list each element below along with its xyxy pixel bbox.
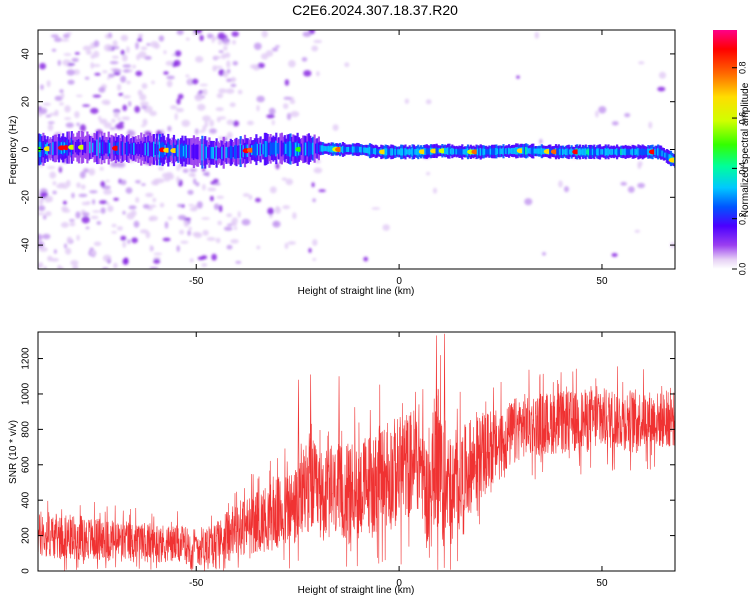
snr-ytick-label: 1200 — [21, 347, 32, 370]
spectrogram-xtick-label: 0 — [396, 276, 402, 287]
spectrogram-ytick-label: 0 — [21, 146, 32, 152]
snr-axes: -50 0 50 0 200 400 600 800 1000 1200 — [21, 332, 675, 589]
colorbar-axes: 0.0 0.2 0.4 0.6 0.8 — [732, 61, 747, 275]
colorbar-tick-label: 0.4 — [737, 162, 747, 175]
spectrogram-xtick-label: 50 — [596, 276, 608, 287]
spectrogram-xtick-label: -50 — [189, 276, 204, 287]
spectrogram-ytick-label: -40 — [21, 237, 32, 252]
spectrogram-xlabel: Height of straight line (km) — [298, 286, 415, 297]
spectrogram-ytick-label: 20 — [21, 96, 32, 108]
spectrogram-ridge — [38, 130, 675, 169]
snr-ylabel: SNR (10 * v/v) — [8, 420, 19, 484]
snr-xtick-label: -50 — [189, 578, 204, 589]
spectrogram-ylabel: Frequency (Hz) — [8, 116, 19, 185]
spectrogram-axes: -50 0 50 -40 -20 0 20 40 — [21, 30, 675, 287]
snr-series-line — [38, 333, 675, 571]
colorbar-label: Normalized spectral amplitude — [740, 82, 750, 217]
colorbar-tick-label: 0.2 — [737, 212, 747, 225]
spectrogram-ytick-label: 40 — [21, 48, 32, 60]
spectrogram-ytick-label: -20 — [21, 190, 32, 205]
snr-chart: -50 0 50 0 200 400 600 800 1000 1200 Height of st… — [8, 331, 676, 596]
colorbar-tick-label: 0.6 — [737, 112, 747, 125]
snr-frame — [37, 331, 676, 572]
snr-ytick-label: 400 — [21, 491, 32, 508]
figure-title: C2E6.2024.307.18.37.R20 — [292, 2, 458, 18]
snr-xtick-label: 0 — [396, 578, 402, 589]
spectrogram-chart: -50 0 50 -40 -20 0 20 40 Height of straight lin… — [8, 29, 750, 297]
snr-xlabel: Height of straight line (km) — [298, 585, 415, 596]
colorbar — [713, 30, 737, 269]
snr-ytick-label: 0 — [21, 568, 32, 574]
snr-ytick-label: 600 — [21, 456, 32, 473]
spectrogram-marks — [38, 30, 675, 269]
snr-ytick-label: 800 — [21, 421, 32, 438]
snr-ytick-label: 200 — [21, 527, 32, 544]
colorbar-tick-label: 0.0 — [737, 263, 747, 276]
snr-ytick-label: 1000 — [21, 382, 32, 405]
snr-xtick-label: 50 — [596, 578, 608, 589]
colorbar-tick-label: 0.8 — [737, 61, 747, 74]
